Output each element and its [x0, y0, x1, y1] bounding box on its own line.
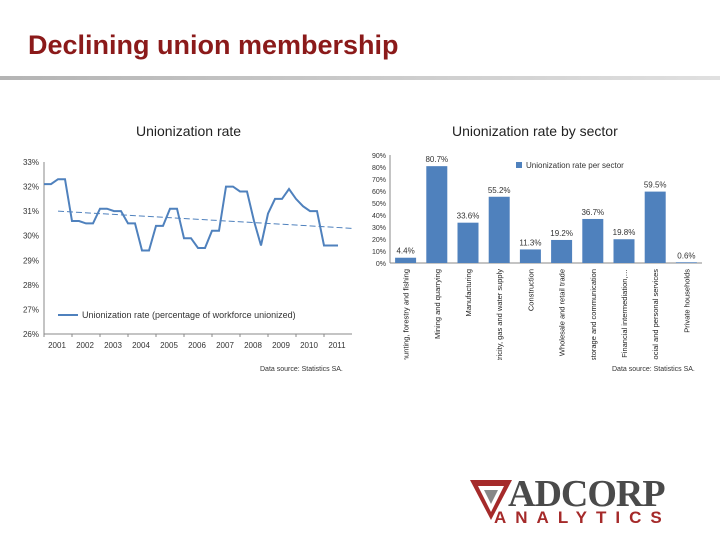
bar-data-label: 59.5% — [644, 181, 667, 190]
x-tick-label: 2008 — [244, 341, 262, 350]
x-tick-label: 2011 — [328, 341, 346, 350]
y-tick-label: 31% — [23, 207, 39, 216]
bar-data-label: 80.7% — [425, 155, 448, 164]
x-tick-label: 2005 — [160, 341, 178, 350]
bar-5 — [551, 239, 573, 263]
y-tick-label: 70% — [372, 177, 386, 184]
y-tick-label: 30% — [23, 232, 39, 241]
bar-2 — [457, 222, 479, 263]
y-tick-label: 28% — [23, 281, 39, 290]
category-label: Electricity, gas and water supply — [495, 269, 504, 360]
legend-label: Unionization rate per sector — [526, 161, 624, 170]
bar-data-label: 4.4% — [396, 247, 414, 256]
bar-data-label: 19.8% — [613, 228, 636, 237]
y-tick-label: 27% — [23, 305, 39, 314]
y-tick-label: 29% — [23, 256, 39, 265]
x-tick-label: 2004 — [132, 341, 150, 350]
y-tick-label: 50% — [372, 201, 386, 208]
bar-4 — [519, 249, 541, 263]
x-tick-label: 2001 — [48, 341, 66, 350]
y-tick-label: 10% — [372, 249, 386, 256]
x-tick-label: 2003 — [104, 341, 122, 350]
trend-line — [57, 210, 353, 229]
logo-subtitle: ANALYTICS — [494, 508, 671, 527]
line-chart: 33% 32% 31% 30% 29% 28% 27% 26% 2001 2002 2003 2004… — [23, 158, 353, 350]
category-label: Mining and quarrying — [433, 269, 442, 339]
category-label: Wholesale and retail trade — [558, 269, 567, 356]
x-tick-label: 2010 — [300, 341, 318, 350]
bar-data-label: 19.2% — [550, 229, 573, 238]
category-label: Manufacturing — [464, 269, 473, 317]
series-line-unionization-rate — [44, 178, 338, 252]
category-label: Private households — [682, 269, 691, 333]
x-tick-label: 2006 — [188, 341, 206, 350]
legend-label: Unionization rate (percentage of workfor… — [82, 310, 296, 320]
x-tick-label: 2002 — [76, 341, 94, 350]
bar-chart: 90% 80% 70% 60% 50% 40% 30% 20% 10% 0% 4.4% Agricul… — [372, 153, 702, 360]
bar-8 — [644, 191, 666, 263]
y-tick-label: 20% — [372, 237, 386, 244]
y-tick-label: 33% — [23, 158, 39, 167]
logo-wordmark: ADCORP — [508, 473, 666, 515]
category-label: Agriculture, hunting, forestry and fishi… — [402, 269, 411, 360]
bar-9 — [675, 262, 697, 263]
right-chart-source: Data source: Statistics SA. — [612, 366, 695, 373]
category-label: Transport, storage and communication — [589, 269, 598, 360]
adcorp-logo — [468, 474, 668, 530]
bar-3 — [488, 196, 510, 263]
y-tick-label: 32% — [23, 183, 39, 192]
bar-7 — [613, 239, 635, 263]
y-tick-label: 30% — [372, 225, 386, 232]
y-tick-label: 90% — [372, 153, 386, 160]
x-tick-label: 2007 — [216, 341, 234, 350]
y-tick-label: 0% — [376, 261, 386, 268]
category-label: Construction — [526, 269, 535, 311]
title-rule — [0, 76, 720, 80]
y-tick-label: 40% — [372, 213, 386, 220]
y-tick-label: 60% — [372, 189, 386, 196]
bar-0 — [395, 257, 417, 263]
y-tick-label: 80% — [372, 165, 386, 172]
slide-title: Declining union membership — [28, 30, 399, 60]
bar-data-label: 11.3% — [519, 238, 541, 247]
bar-6 — [582, 218, 604, 263]
left-chart-title: Unionization rate — [136, 123, 242, 139]
y-tick-label: 26% — [23, 330, 39, 339]
adcorp-mark-icon — [470, 480, 512, 520]
bar-data-label: 33.6% — [457, 212, 480, 221]
bar-1 — [426, 166, 448, 263]
right-chart-title: Unionization rate by sector — [452, 123, 618, 139]
bar-data-label: 55.2% — [488, 186, 511, 195]
category-label: Financial intermediation,… — [620, 269, 629, 358]
x-tick-label: 2009 — [272, 341, 290, 350]
bar-data-label: 36.7% — [581, 208, 604, 217]
left-chart-source: Data source: Statistics SA. — [260, 366, 343, 373]
category-label: Community, social and personal services — [651, 269, 660, 360]
bar-data-label: 0.6% — [677, 251, 695, 260]
legend-swatch — [516, 162, 522, 168]
